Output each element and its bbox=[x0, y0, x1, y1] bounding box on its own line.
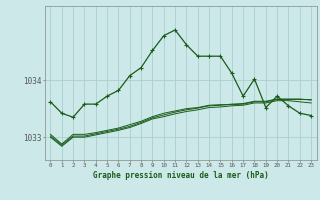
X-axis label: Graphe pression niveau de la mer (hPa): Graphe pression niveau de la mer (hPa) bbox=[93, 171, 269, 180]
